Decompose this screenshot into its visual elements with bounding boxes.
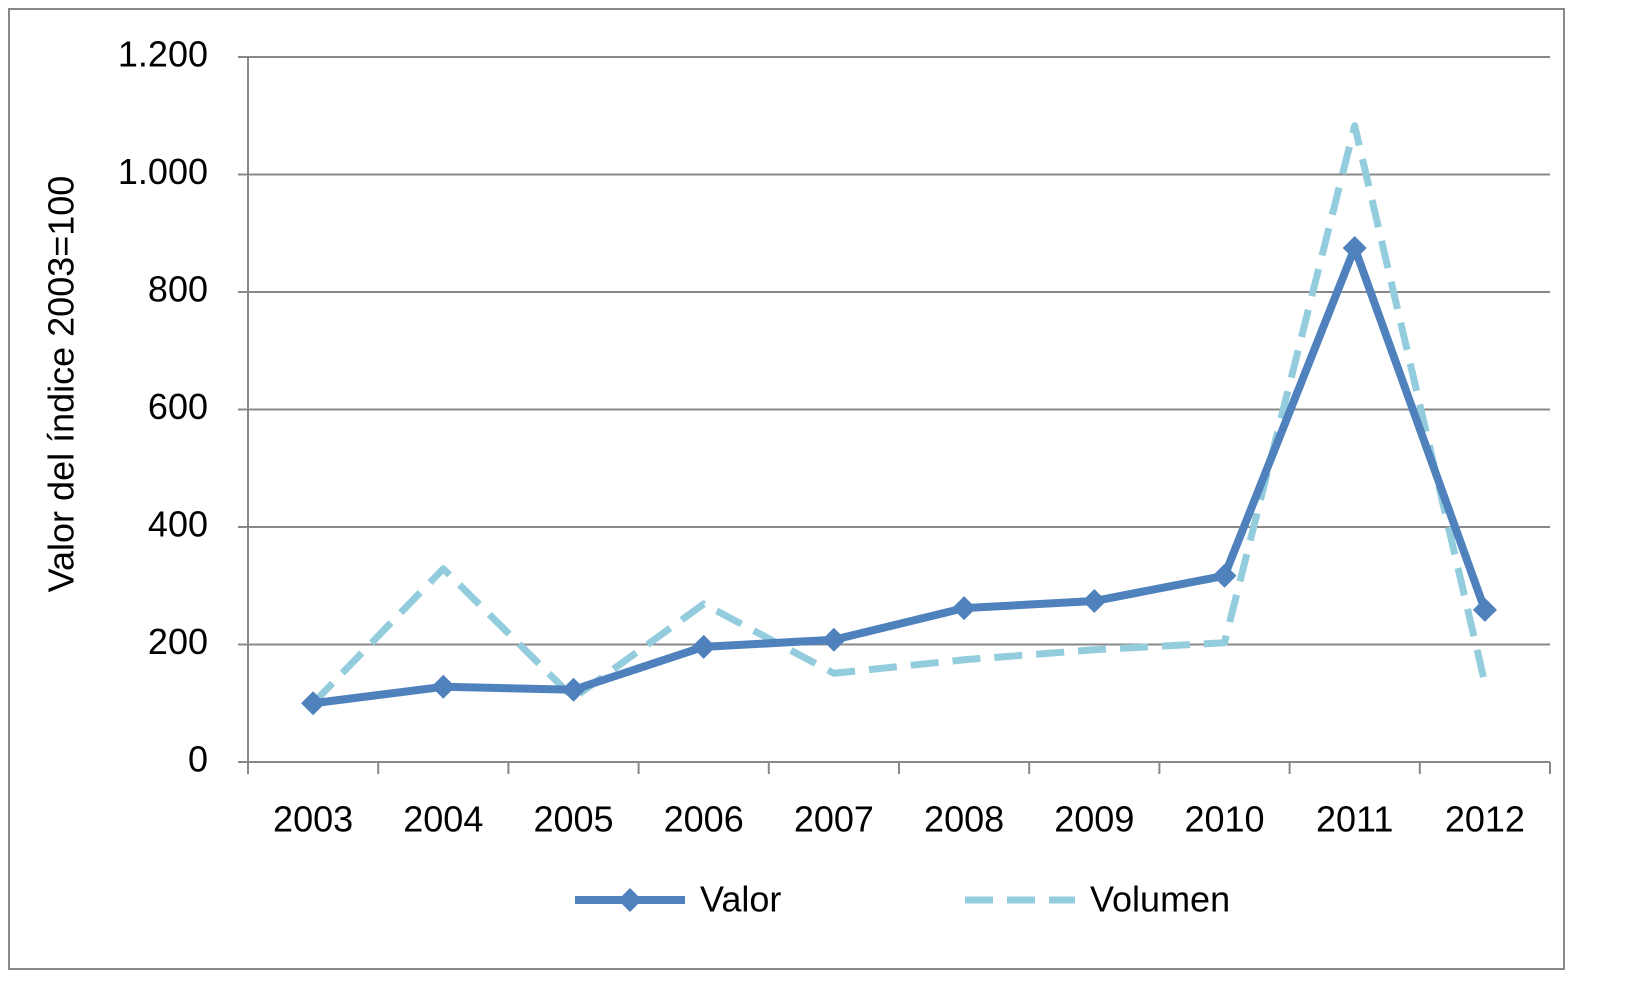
series-line <box>310 122 1489 706</box>
x-tick-label: 2011 <box>1316 799 1393 840</box>
x-tick-label: 2008 <box>924 799 1004 840</box>
marker <box>691 634 716 659</box>
x-tick-label: 2012 <box>1445 799 1525 840</box>
y-tick-label: 200 <box>148 621 208 662</box>
x-tick-label: 2007 <box>794 799 874 840</box>
y-axis-label: Valor del índice 2003=100 <box>41 176 82 593</box>
marker <box>1472 597 1497 622</box>
marker <box>1082 589 1107 614</box>
y-tick-label: 400 <box>148 504 208 545</box>
marker <box>301 691 326 716</box>
x-tick-label: 2006 <box>664 799 744 840</box>
marker <box>561 677 586 702</box>
y-tick-label: 800 <box>148 269 208 310</box>
legend-marker <box>618 888 642 912</box>
x-tick-label: 2010 <box>1184 799 1264 840</box>
series-line <box>312 243 1489 708</box>
y-tick-label: 600 <box>148 386 208 427</box>
marker <box>1342 235 1367 260</box>
legend-label: Valor <box>700 879 781 920</box>
marker <box>1212 563 1237 588</box>
legend-label: Volumen <box>1090 879 1230 920</box>
marker <box>431 674 456 699</box>
y-tick-label: 1.200 <box>118 34 208 75</box>
chart-frame <box>8 8 1565 970</box>
x-tick-label: 2005 <box>533 799 613 840</box>
y-tick-label: 0 <box>188 739 208 780</box>
x-tick-label: 2009 <box>1054 799 1134 840</box>
y-tick-label: 1.000 <box>118 151 208 192</box>
x-tick-label: 2004 <box>403 799 483 840</box>
marker <box>952 596 977 621</box>
marker <box>821 627 846 652</box>
x-tick-label: 2003 <box>273 799 353 840</box>
